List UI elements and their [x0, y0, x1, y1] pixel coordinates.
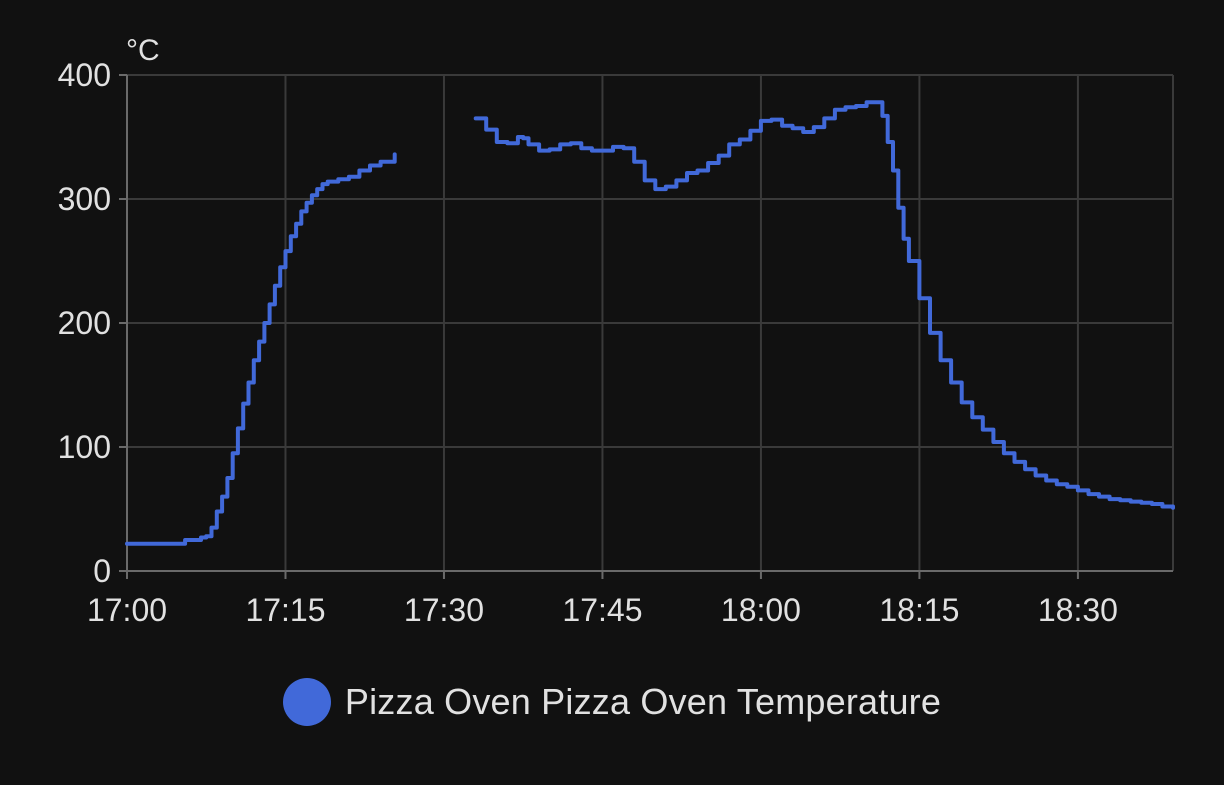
- x-tick-label-1800: 18:00: [721, 592, 801, 628]
- y-tick-label-200: 200: [58, 305, 111, 341]
- x-tick-label-1700: 17:00: [87, 592, 167, 628]
- x-tick-label-1715: 17:15: [245, 592, 325, 628]
- y-tick-label-100: 100: [58, 429, 111, 465]
- x-tick-label-1830: 18:30: [1038, 592, 1118, 628]
- y-tick-label-300: 300: [58, 181, 111, 217]
- legend-swatch: [282, 678, 331, 726]
- legend-item-pizza-oven-temperature[interactable]: Pizza Oven Pizza Oven Temperature: [282, 678, 942, 726]
- tick-labels: 0 100 200 300 400 17:00 17:15 17:30 17:45 18:00 18…: [58, 57, 1118, 628]
- x-tick-label-1815: 18:15: [879, 592, 959, 628]
- series-layer[interactable]: [125, 100, 1175, 546]
- temperature-line-chart: °C 0 100 200 300 400 17:00 17:15 17:30 17:45 18:0…: [58, 34, 1175, 628]
- y-tick-label-0: 0: [93, 553, 111, 589]
- y-tick-label-400: 400: [58, 57, 111, 93]
- legend: Pizza Oven Pizza Oven Temperature: [0, 670, 1224, 734]
- legend-label: Pizza Oven Pizza Oven Temperature: [344, 681, 942, 722]
- series-line-segment-1[interactable]: [125, 152, 397, 546]
- x-tick-label-1745: 17:45: [562, 592, 642, 628]
- y-axis-unit-label: °C: [126, 34, 160, 67]
- x-tick-label-1730: 17:30: [404, 592, 484, 628]
- axes: [119, 74, 1173, 579]
- grid-lines: [127, 74, 1174, 571]
- series-line-segment-2[interactable]: [473, 100, 1175, 510]
